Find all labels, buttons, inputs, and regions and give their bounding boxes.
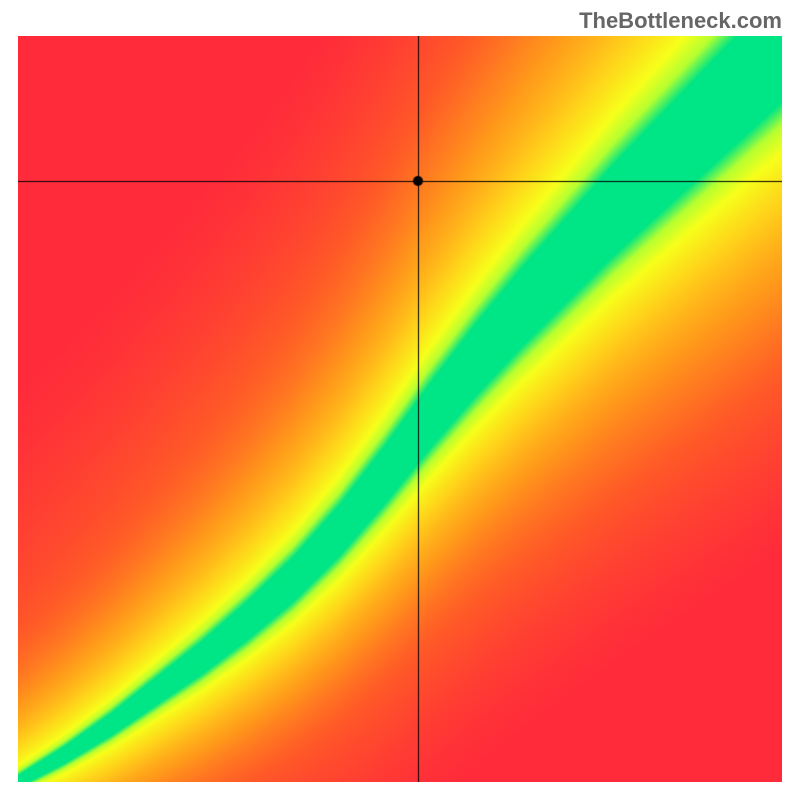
bottleneck-heatmap <box>18 36 782 782</box>
heatmap-canvas <box>18 36 782 782</box>
watermark-text: TheBottleneck.com <box>579 8 782 34</box>
chart-container: TheBottleneck.com <box>0 0 800 800</box>
